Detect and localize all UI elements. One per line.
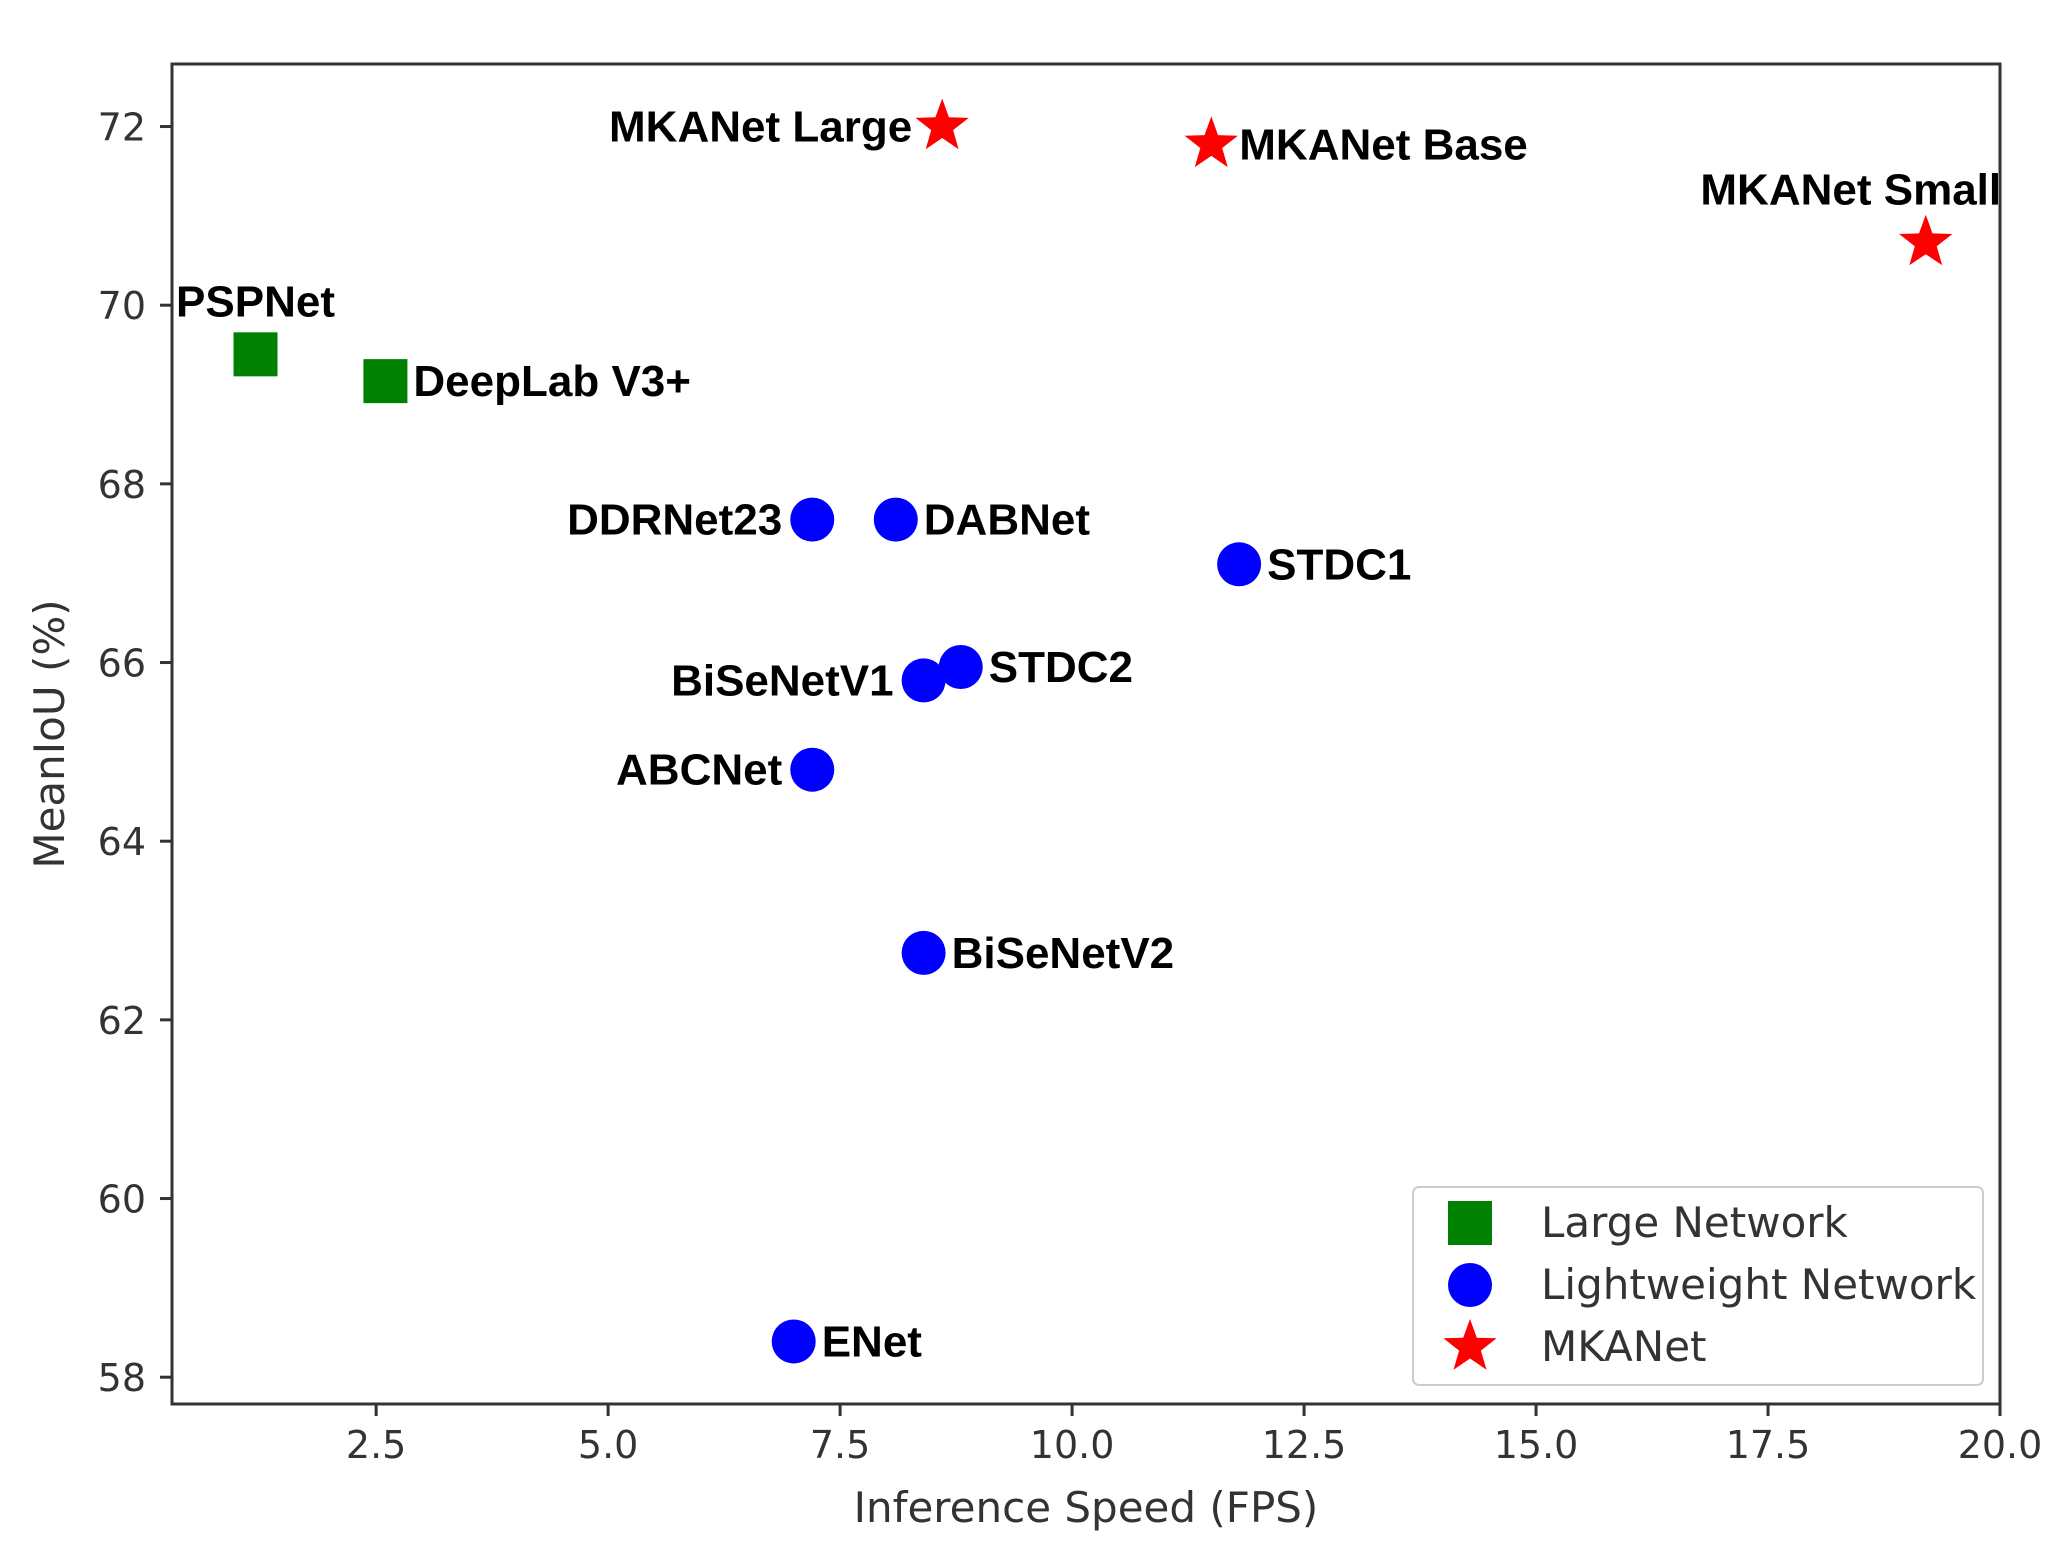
legend-marker-lightweight-network [1448,1263,1492,1307]
legend-label-large-network: Large Network [1541,1198,1849,1247]
y-tick-label: 70 [98,284,146,328]
legend-marker-mkanet [1443,1319,1497,1370]
label-pspnet: PSPNet [176,277,335,326]
x-tick-label: 2.5 [346,1423,406,1467]
point-bisenetv1 [901,658,946,703]
point-enet [771,1319,816,1364]
label-stdc1: STDC1 [1267,540,1411,589]
x-tick-label: 17.5 [1726,1423,1811,1467]
label-mkanet-base: MKANet Base [1239,120,1528,169]
x-tick-label: 10.0 [1030,1423,1115,1467]
label-abcnet: ABCNet [616,746,783,795]
y-tick-label: 66 [98,642,146,686]
x-tick-label: 15.0 [1494,1423,1579,1467]
point-dabnet [873,497,918,542]
legend-label-lightweight-network: Lightweight Network [1541,1260,1977,1309]
point-stdc1 [1217,542,1262,587]
point-mkanet-large [915,98,969,150]
x-tick-label: 12.5 [1262,1423,1347,1467]
legend: Large Network Lightweight Network MKANet [1412,1186,1984,1386]
label-dabnet: DABNet [924,496,1091,545]
legend-label-mkanet: MKANet [1541,1322,1707,1371]
point-pspnet [233,332,278,377]
label-bisenetv2: BiSeNetV2 [952,929,1175,978]
y-tick-label: 58 [98,1356,146,1400]
point-stdc2 [938,645,983,689]
x-tick-label: 20.0 [1958,1423,2043,1467]
point-abcnet [790,747,835,792]
point-bisenetv2 [901,930,946,975]
label-deeplab-v3: DeepLab V3+ [413,357,691,406]
x-tick-label: 7.5 [810,1423,870,1467]
label-stdc2: STDC2 [989,643,1133,692]
y-tick-label: 68 [98,463,146,507]
x-tick-label: 5.0 [578,1423,638,1467]
label-ddrnet23: DDRNet23 [567,496,782,545]
label-mkanet-large: MKANet Large [609,103,912,152]
point-ddrnet23 [790,497,835,542]
x-axis-label: Inference Speed (FPS) [854,1483,1319,1532]
point-mkanet-small [1899,214,1953,266]
y-tick-label: 60 [98,1178,146,1222]
plot-frame [170,62,2002,1406]
point-deeplab-v3 [363,359,408,404]
y-tick-label: 64 [98,820,146,864]
label-mkanet-small: MKANet Small [1700,166,2001,215]
y-axis-label: MeanIoU (%) [25,599,74,868]
point-labels: PSPNet DeepLab V3+ DDRNet23 DABNet STDC1 STDC… [176,103,2001,1367]
label-enet: ENet [822,1317,923,1366]
axis-ticks: 2.5 5.0 7.5 10.0 12.5 15.0 17.5 20.0 58 60 62 64 66 6… [98,106,2043,1467]
data-points [233,98,1953,1364]
legend-marker-large-network [1448,1201,1492,1245]
legend-frame [1412,1186,1984,1386]
y-tick-label: 72 [98,106,146,150]
point-mkanet-base [1184,116,1238,168]
y-tick-label: 62 [98,999,146,1043]
label-bisenetv1: BiSeNetV1 [671,656,894,705]
